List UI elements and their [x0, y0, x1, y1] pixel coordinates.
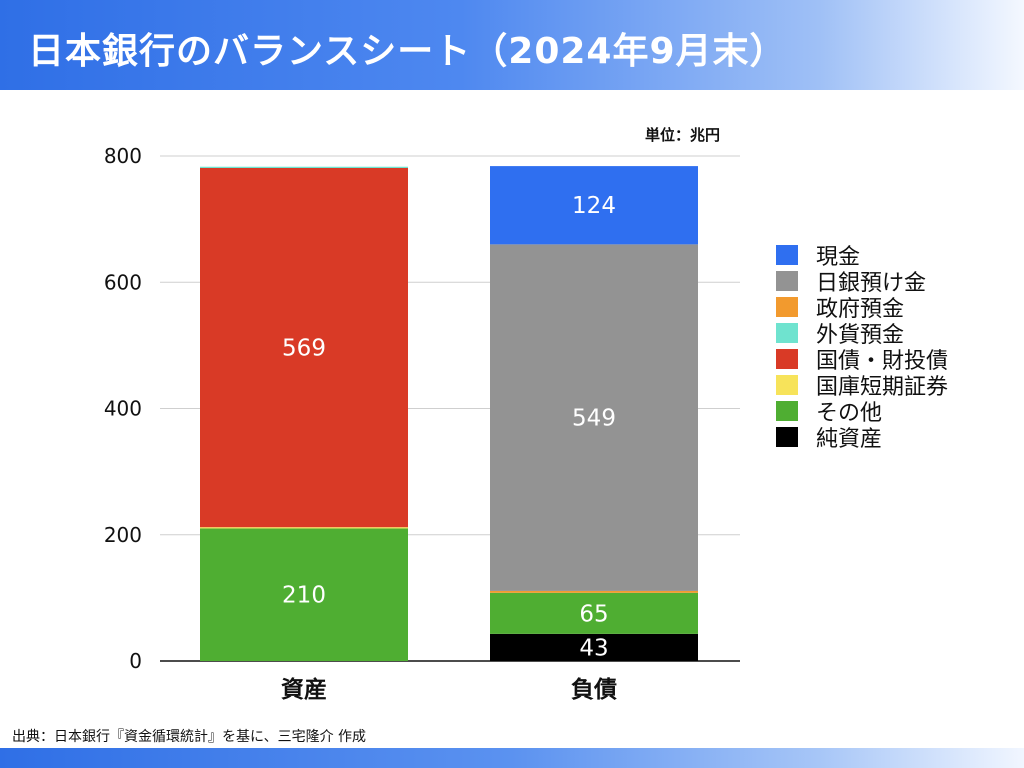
y-tick-label: 200 — [104, 523, 142, 547]
bar-segment — [490, 633, 698, 661]
bar-segment — [200, 167, 408, 528]
bar-segment — [490, 244, 698, 591]
legend-swatch — [776, 401, 798, 421]
legend-label: 外貨預金 — [816, 323, 905, 348]
legend-label: 政府預金 — [816, 297, 905, 322]
legend-item: 現金 — [776, 242, 948, 270]
legend-label: 国庫短期証券 — [816, 375, 949, 400]
legend-item: その他 — [776, 398, 948, 426]
footer-bar — [0, 748, 1024, 768]
legend-item: 外貨預金 — [776, 320, 948, 348]
chart-legend: 現金 日銀預け金 政府預金 外貨預金 国債・財投債 国庫短期証券 その他 純資産 — [776, 242, 949, 452]
source-note: 出典：日本銀行『資金循環統計』を基に、三宅隆介 作成 — [12, 729, 367, 745]
bar-segment — [490, 166, 698, 245]
data-label: 549 — [572, 406, 616, 432]
y-tick-label: 800 — [104, 144, 142, 168]
data-label: 569 — [282, 336, 326, 362]
y-tick-label: 400 — [104, 397, 142, 421]
legend-item: 国庫短期証券 — [776, 372, 949, 400]
y-tick-label: 600 — [104, 270, 142, 294]
bar-segment — [200, 528, 408, 661]
page-title: 日本銀行のバランスシート（2024年9月末） — [28, 31, 787, 72]
legend-label: その他 — [816, 401, 883, 426]
legend-swatch — [776, 427, 798, 447]
unit-label: 単位：兆円 — [645, 126, 721, 144]
legend-label: 日銀預け金 — [816, 271, 927, 296]
bar-segment — [200, 527, 408, 529]
legend-label: 現金 — [816, 245, 861, 270]
bar-segment — [490, 592, 698, 634]
legend-item: 国債・財投債 — [776, 346, 949, 374]
legend-swatch — [776, 245, 798, 265]
x-category-label: 負債 — [571, 676, 617, 703]
data-label: 43 — [579, 635, 608, 661]
legend-swatch — [776, 271, 798, 291]
legend-swatch — [776, 297, 798, 317]
bar-segment — [200, 166, 408, 168]
legend-label: 国債・財投債 — [816, 349, 949, 374]
data-label: 210 — [282, 583, 326, 609]
legend-swatch — [776, 349, 798, 369]
legend-item: 日銀預け金 — [776, 268, 948, 296]
data-label: 65 — [579, 601, 608, 627]
stacked-bar-chart: 0 200 400 600 800 210 569 資産 43 65 549 124 負債 — [104, 144, 740, 703]
legend-item: 純資産 — [776, 424, 948, 452]
legend-label: 純資産 — [816, 427, 883, 452]
legend-swatch — [776, 375, 798, 395]
header-bar: 日本銀行のバランスシート（2024年9月末） — [0, 0, 1024, 90]
legend-swatch — [776, 323, 798, 343]
legend-item: 政府預金 — [776, 294, 948, 322]
bar-segment — [490, 590, 698, 593]
y-tick-label: 0 — [129, 649, 142, 673]
data-label: 124 — [572, 193, 616, 219]
x-category-label: 資産 — [281, 676, 327, 703]
